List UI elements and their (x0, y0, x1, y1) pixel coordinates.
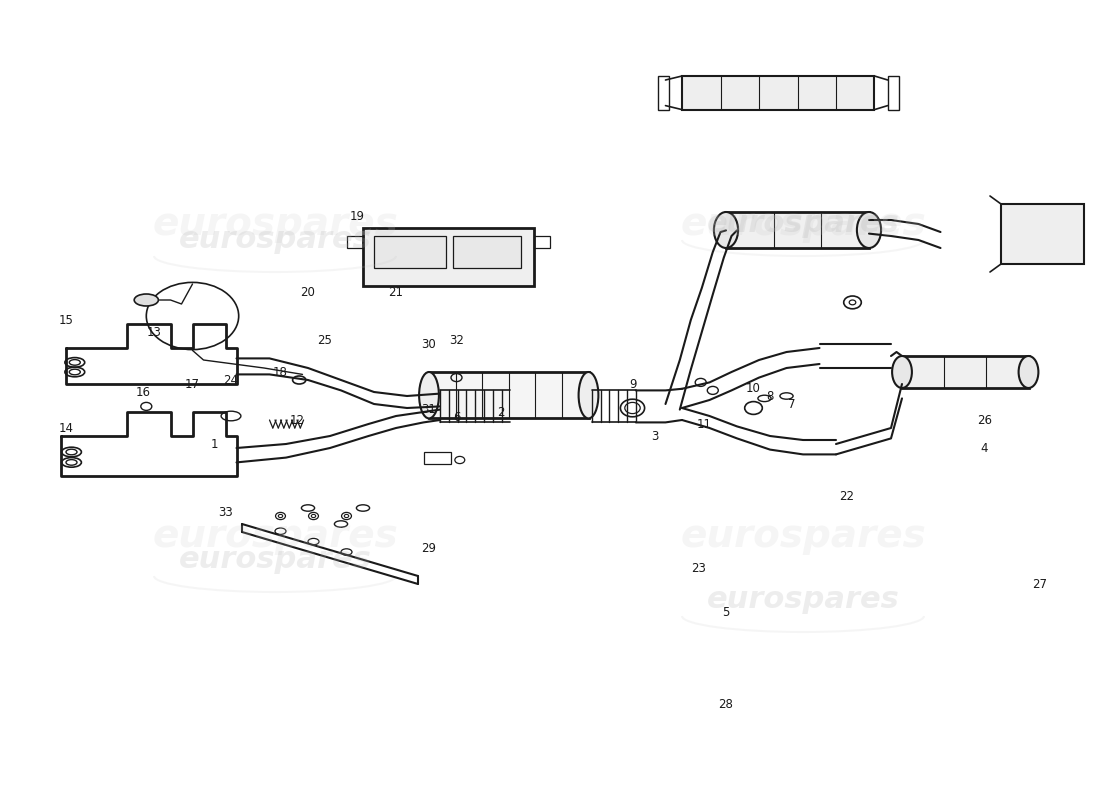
Text: 11: 11 (696, 418, 712, 430)
Text: 23: 23 (691, 562, 706, 574)
Text: eurospares: eurospares (680, 205, 926, 243)
Text: 5: 5 (723, 606, 729, 618)
Bar (1001, 204, 1084, 264)
Text: 9: 9 (629, 378, 636, 390)
Text: 12: 12 (289, 414, 305, 426)
Text: 29: 29 (421, 542, 437, 554)
Text: 17: 17 (185, 378, 200, 390)
Text: 31: 31 (421, 403, 437, 416)
Text: eurospares: eurospares (178, 226, 372, 254)
Text: 27: 27 (1032, 578, 1047, 590)
Text: 18: 18 (273, 366, 288, 378)
Text: 7: 7 (789, 398, 795, 410)
Ellipse shape (1019, 356, 1038, 388)
Text: 25: 25 (317, 334, 332, 346)
Ellipse shape (714, 212, 738, 248)
Ellipse shape (857, 212, 881, 248)
Text: 32: 32 (449, 334, 464, 346)
Text: 28: 28 (718, 698, 734, 710)
Text: 4: 4 (981, 442, 988, 454)
Text: 8: 8 (767, 390, 773, 402)
Bar (534, 236, 550, 248)
Text: 10: 10 (746, 382, 761, 394)
Text: 15: 15 (58, 314, 74, 326)
Text: 24: 24 (223, 374, 239, 386)
Text: eurospares: eurospares (152, 205, 398, 243)
Bar (682, 76, 874, 110)
Text: 30: 30 (421, 338, 437, 350)
Bar (374, 236, 446, 268)
Bar (888, 76, 899, 110)
Text: 16: 16 (135, 386, 151, 398)
Text: 1: 1 (211, 438, 218, 450)
Text: 20: 20 (300, 286, 316, 298)
Text: 2: 2 (497, 406, 504, 418)
Bar (453, 236, 521, 268)
Text: 14: 14 (58, 422, 74, 434)
Text: eurospares: eurospares (178, 546, 372, 574)
Ellipse shape (579, 372, 598, 418)
Bar (346, 236, 363, 248)
Ellipse shape (892, 356, 912, 388)
Text: 3: 3 (651, 430, 658, 442)
Text: 13: 13 (146, 326, 162, 338)
Text: eurospares: eurospares (706, 210, 900, 238)
Bar (902, 356, 1028, 388)
Text: 6: 6 (453, 411, 460, 424)
Ellipse shape (134, 294, 158, 306)
Text: 26: 26 (977, 414, 992, 426)
Bar (726, 212, 869, 248)
Ellipse shape (419, 372, 439, 418)
Text: eurospares: eurospares (706, 586, 900, 614)
Bar (658, 76, 669, 110)
Bar (363, 228, 534, 286)
Text: 33: 33 (218, 506, 233, 518)
Bar (429, 372, 588, 418)
Bar (424, 452, 451, 464)
Text: 21: 21 (388, 286, 404, 298)
Text: 19: 19 (350, 210, 365, 222)
Text: 22: 22 (839, 490, 855, 502)
Text: eurospares: eurospares (680, 517, 926, 555)
Text: eurospares: eurospares (152, 517, 398, 555)
